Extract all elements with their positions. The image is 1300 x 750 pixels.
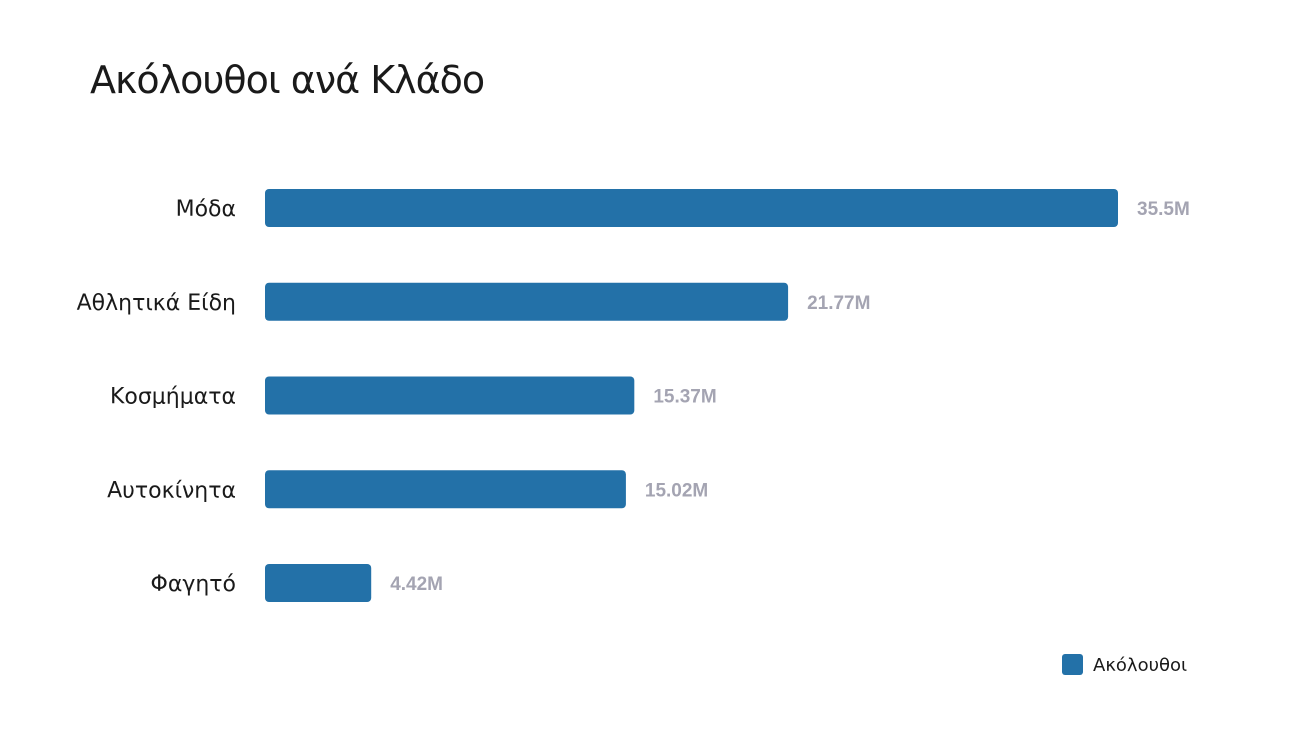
value-label: 21.77M xyxy=(807,293,870,314)
bar xyxy=(265,376,635,415)
value-label: 35.5M xyxy=(1137,199,1190,220)
value-label: 15.02M xyxy=(645,480,708,501)
value-label: 4.42M xyxy=(390,574,443,595)
category-label: Αυτοκίνητα xyxy=(107,478,236,503)
category-label: Μόδα xyxy=(176,197,236,222)
bars-layer: Μόδα 35.5M Αθλητικά Είδη 21.77M Κοσμήματα 15.… xyxy=(77,189,1190,602)
chart-title: Ακόλουθοι ανά Κλάδο xyxy=(90,58,485,102)
bar xyxy=(265,282,789,321)
category-label: Φαγητό xyxy=(151,572,237,597)
value-label: 15.37M xyxy=(653,387,716,408)
legend: Ακόλουθοι xyxy=(1062,654,1187,676)
bar xyxy=(265,189,1118,227)
category-label: Κοσμήματα xyxy=(110,385,236,410)
legend-swatch xyxy=(1062,654,1083,675)
bar xyxy=(265,470,626,509)
legend-label: Ακόλουθοι xyxy=(1093,655,1187,676)
category-label: Αθλητικά Είδη xyxy=(77,291,236,316)
bar xyxy=(265,564,372,602)
